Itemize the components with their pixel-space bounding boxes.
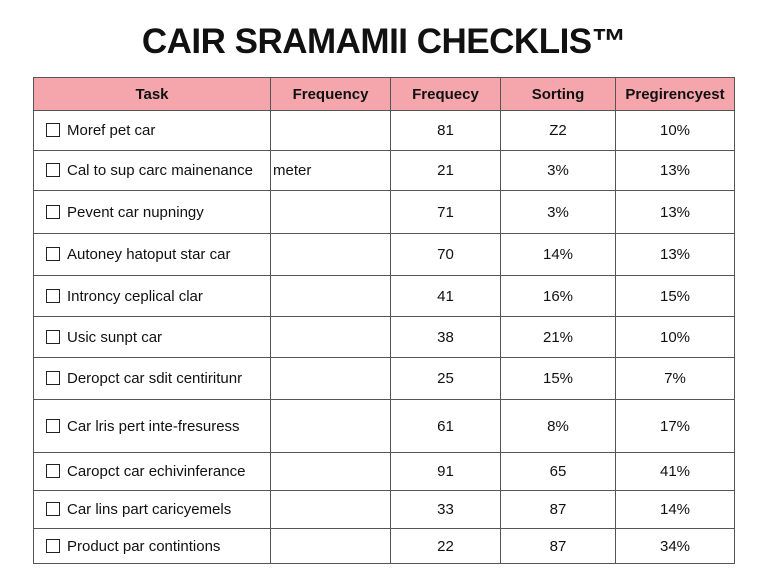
frequecy-cell: 81	[390, 110, 501, 151]
sorting-cell: 3%	[500, 150, 616, 191]
frequecy-cell: 38	[390, 316, 501, 358]
sorting-cell: 15%	[500, 357, 616, 400]
table-row: Cal to sup carc mainenance meter 21 3% 13%	[33, 150, 735, 191]
pregirencyest-cell: 14%	[615, 490, 735, 529]
frequency-cell	[270, 275, 391, 317]
task-cell: Deropct car sdit centiritunr	[33, 357, 271, 400]
pregirencyest-cell: 17%	[615, 399, 735, 453]
checkbox	[46, 464, 60, 478]
task-text: Car lris pert inte-fresuress	[67, 417, 240, 435]
frequency-cell: meter	[270, 150, 391, 191]
task-cell: Usic sunpt car	[33, 316, 271, 358]
table-row: Caropct car echivinferance 91 65 41%	[33, 452, 735, 491]
task-cell: Car lins part caricyemels	[33, 490, 271, 529]
frequecy-cell: 71	[390, 190, 501, 234]
checkbox	[46, 123, 60, 137]
column-header: Sorting	[500, 77, 616, 111]
table-row: Pevent car nupningy 71 3% 13%	[33, 190, 735, 234]
task-cell: Introncy ceplical clar	[33, 275, 271, 317]
checkbox	[46, 371, 60, 385]
task-text: Moref pet car	[67, 122, 156, 139]
sorting-cell: 8%	[500, 399, 616, 453]
frequency-cell	[270, 490, 391, 529]
pregirencyest-cell: 15%	[615, 275, 735, 317]
frequency-cell	[270, 316, 391, 358]
pregirencyest-cell: 13%	[615, 233, 735, 276]
sorting-cell: 87	[500, 490, 616, 529]
pregirencyest-cell: 13%	[615, 190, 735, 234]
column-header: Frequency	[270, 77, 391, 111]
frequency-cell	[270, 110, 391, 151]
column-header: Frequecy	[390, 77, 501, 111]
table-row: Autoney hatoput star car 70 14% 13%	[33, 233, 735, 276]
table-row: Car lris pert inte-fresuress 61 8% 17%	[33, 399, 735, 453]
header-row: Task Frequency Frequecy Sorting Pregirencyes…	[33, 77, 735, 111]
frequecy-cell: 22	[390, 528, 501, 564]
task-text: Car lins part caricyemels	[67, 501, 232, 518]
frequecy-cell: 41	[390, 275, 501, 317]
checkbox	[46, 204, 60, 219]
checkbox	[46, 418, 60, 433]
frequency-cell	[270, 190, 391, 234]
frequency-cell	[270, 452, 391, 491]
frequecy-cell: 25	[390, 357, 501, 400]
sorting-cell: 65	[500, 452, 616, 491]
checkbox	[46, 502, 60, 516]
column-header: Pregirencyest	[615, 77, 735, 111]
task-cell: Pevent car nupningy	[33, 190, 271, 234]
checklist-table: Task Frequency Frequecy Sorting Pregirencyes…	[33, 77, 735, 564]
task-text: Autoney hatoput star car	[67, 246, 231, 263]
pregirencyest-cell: 10%	[615, 110, 735, 151]
task-cell: Caropct car echivinferance	[33, 452, 271, 491]
checkbox	[46, 538, 60, 553]
pregirencyest-cell: 7%	[615, 357, 735, 400]
table-body: Moref pet car 81 Z2 10% Cal to sup carc main…	[33, 110, 735, 564]
checkbox	[46, 247, 60, 261]
frequecy-cell: 70	[390, 233, 501, 276]
frequency-cell	[270, 357, 391, 400]
frequecy-cell: 21	[390, 150, 501, 191]
task-text: Caropct car echivinferance	[67, 463, 246, 480]
sorting-cell: 14%	[500, 233, 616, 276]
task-text: Product par contintions	[67, 537, 221, 555]
pregirencyest-cell: 13%	[615, 150, 735, 191]
sorting-cell: Z2	[500, 110, 616, 151]
task-cell: Moref pet car	[33, 110, 271, 151]
table-row: Product par contintions 22 87 34%	[33, 528, 735, 564]
checkbox	[46, 163, 60, 177]
task-text: Pevent car nupningy	[67, 203, 204, 221]
sorting-cell: 3%	[500, 190, 616, 234]
task-cell: Car lris pert inte-fresuress	[33, 399, 271, 453]
pregirencyest-cell: 10%	[615, 316, 735, 358]
table-row: Introncy ceplical clar 41 16% 15%	[33, 275, 735, 317]
table-row: Deropct car sdit centiritunr 25 15% 7%	[33, 357, 735, 400]
table-row: Car lins part caricyemels 33 87 14%	[33, 490, 735, 529]
task-cell: Cal to sup carc mainenance	[33, 150, 271, 191]
checkbox	[46, 329, 60, 344]
task-text: Deropct car sdit centiritunr	[67, 370, 243, 387]
task-text: Introncy ceplical clar	[67, 287, 203, 305]
frequency-cell	[270, 528, 391, 564]
column-header: Task	[33, 77, 271, 111]
sorting-cell: 21%	[500, 316, 616, 358]
table-row: Moref pet car 81 Z2 10%	[33, 110, 735, 151]
pregirencyest-cell: 34%	[615, 528, 735, 564]
frequency-text: meter	[273, 162, 312, 179]
title: CAIR SRAMAMII CHECKLIS™	[141, 22, 627, 61]
frequecy-cell: 33	[390, 490, 501, 529]
sorting-cell: 87	[500, 528, 616, 564]
frequency-cell	[270, 399, 391, 453]
checkbox	[46, 288, 60, 303]
sorting-cell: 16%	[500, 275, 616, 317]
frequecy-cell: 91	[390, 452, 501, 491]
frequecy-cell: 61	[390, 399, 501, 453]
task-text: Usic sunpt car	[67, 328, 163, 346]
task-cell: Product par contintions	[33, 528, 271, 564]
frequency-cell	[270, 233, 391, 276]
task-cell: Autoney hatoput star car	[33, 233, 271, 276]
table-row: Usic sunpt car 38 21% 10%	[33, 316, 735, 358]
task-text: Cal to sup carc mainenance	[67, 162, 253, 179]
pregirencyest-cell: 41%	[615, 452, 735, 491]
